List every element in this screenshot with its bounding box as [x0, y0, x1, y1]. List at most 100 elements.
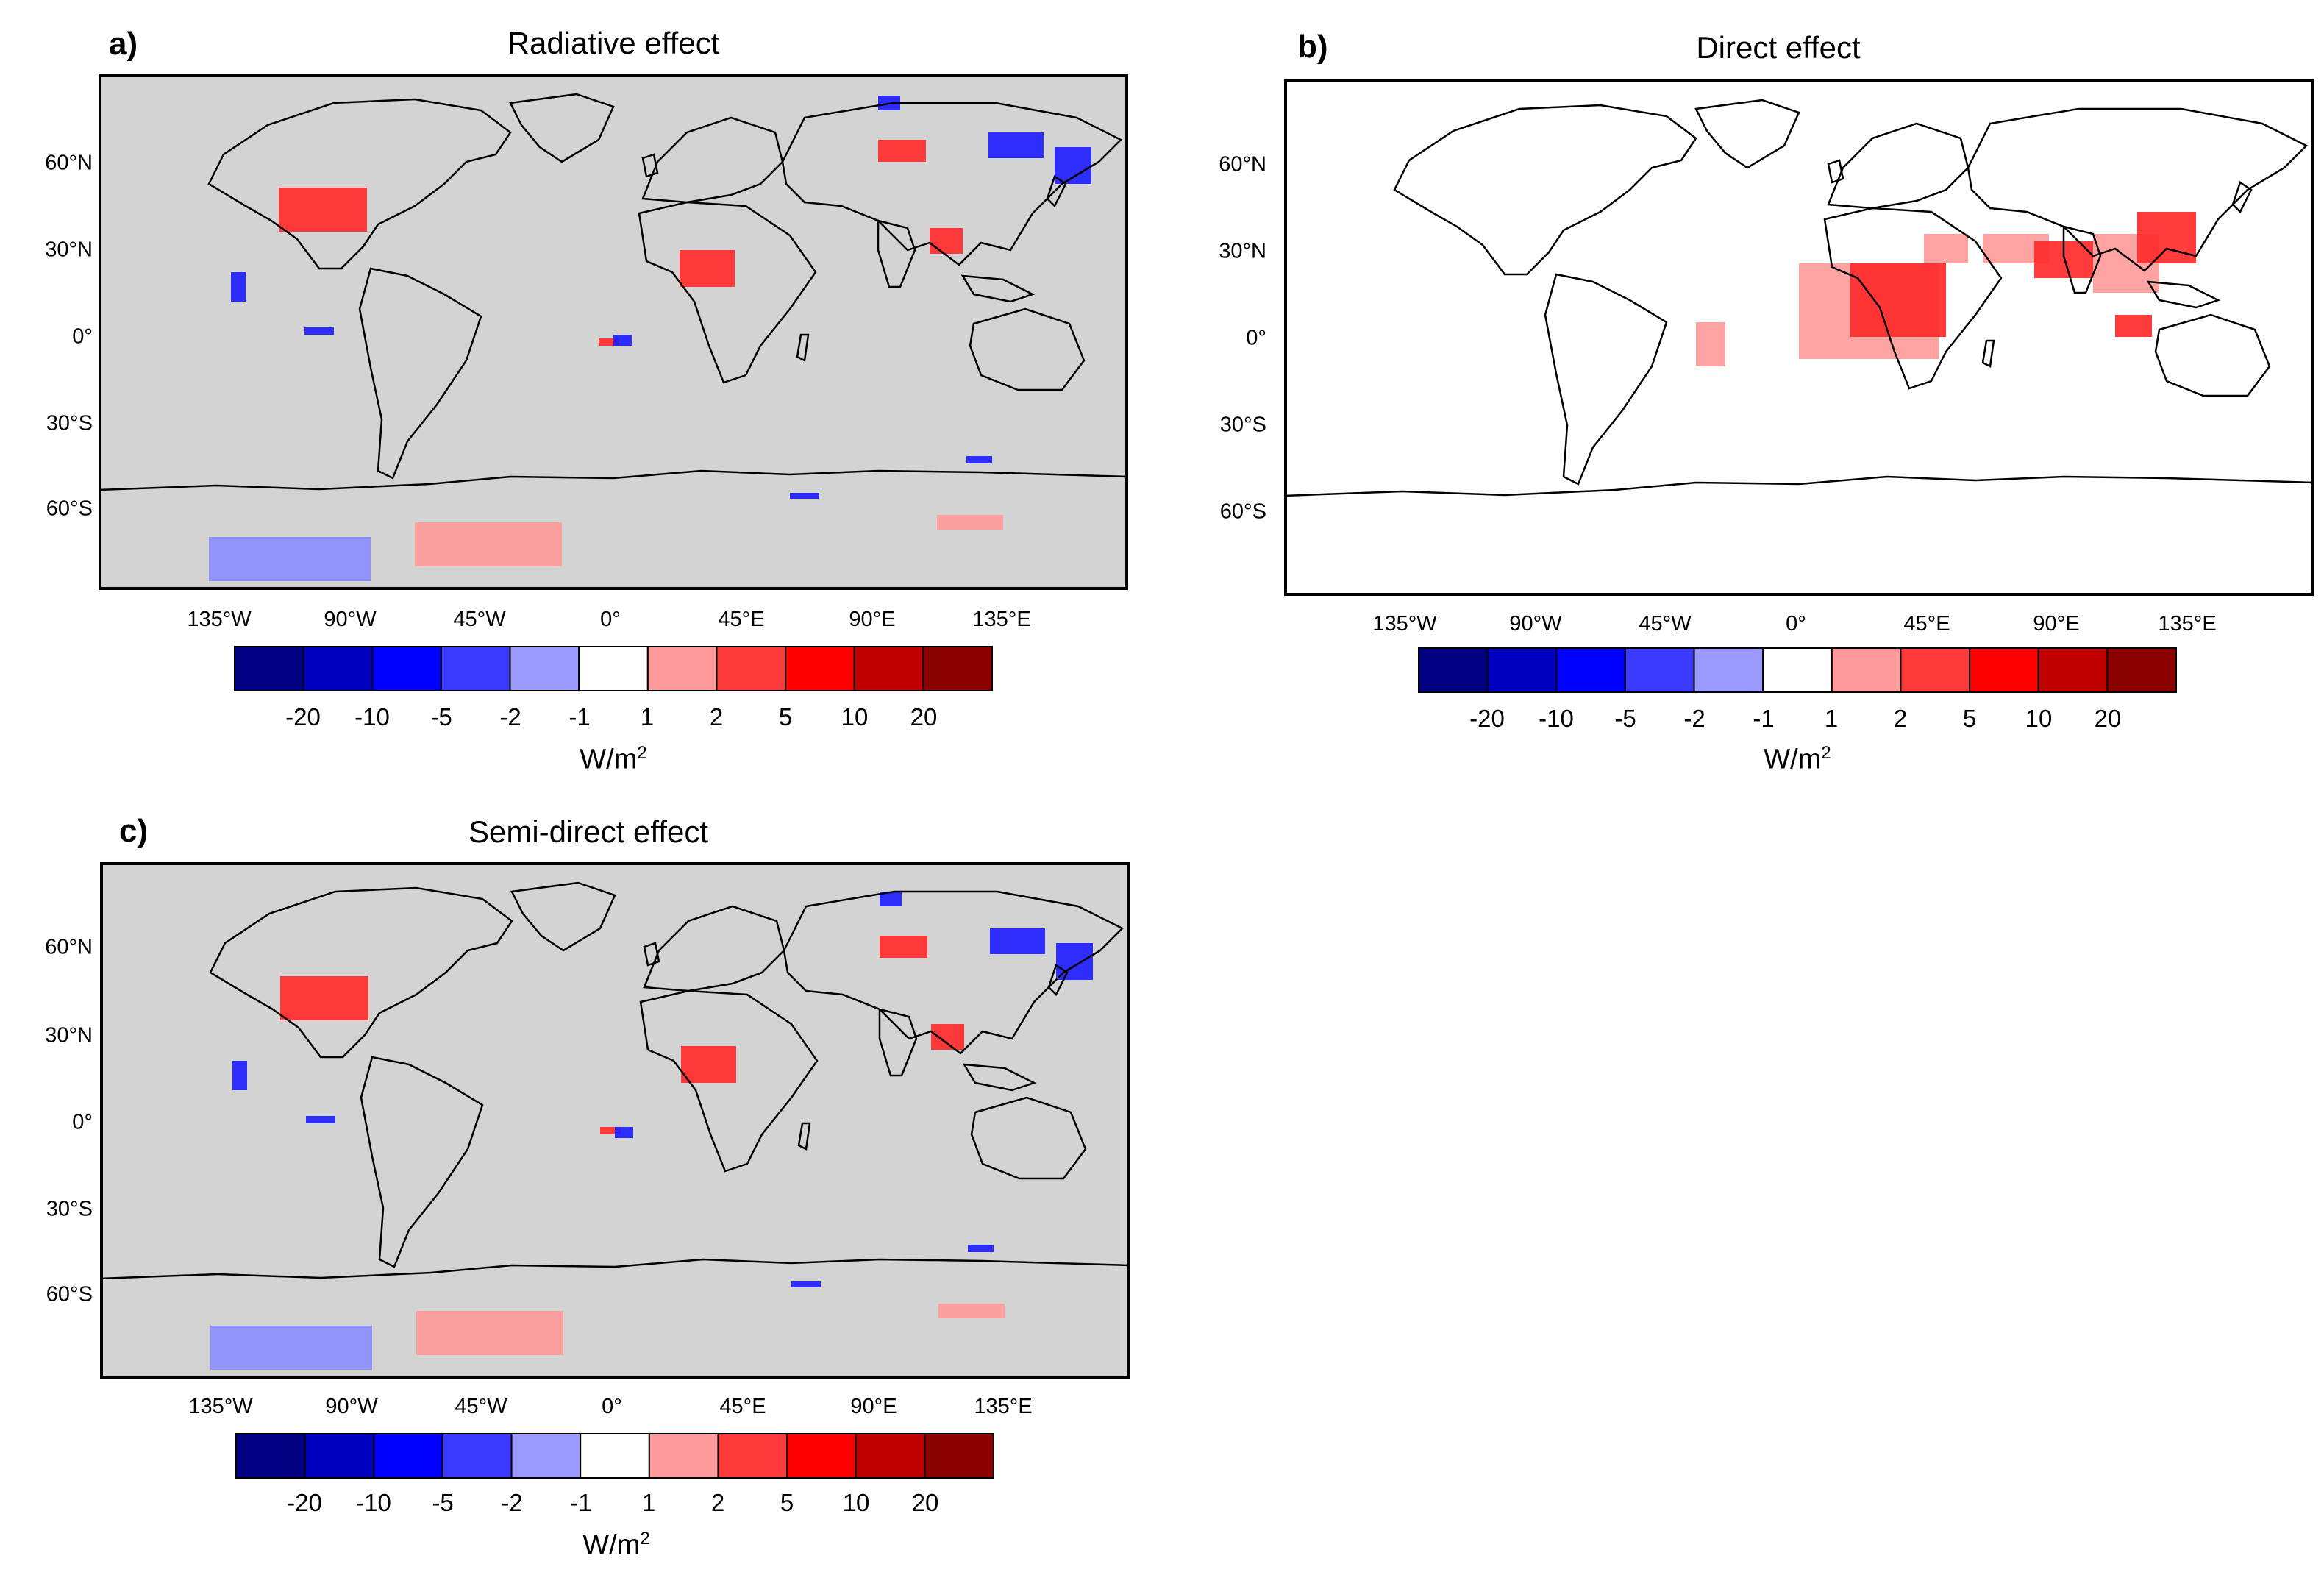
coastline — [643, 942, 660, 967]
land-fill — [360, 269, 481, 478]
coastline — [639, 989, 819, 1173]
panel-a-letter: a) — [109, 26, 138, 62]
lat-tick: 60°S — [46, 1282, 93, 1306]
coastline — [1046, 175, 1067, 208]
colorbar-swatch — [716, 646, 787, 691]
colorbar-swatch — [1624, 647, 1695, 693]
colorbar-swatch — [373, 1433, 443, 1479]
coastline — [969, 307, 1086, 391]
lon-tick: 135°W — [1372, 612, 1437, 636]
land-fill — [643, 118, 783, 202]
anomaly-patch — [1055, 147, 1091, 184]
colorbar-label: 1 — [1824, 705, 1839, 732]
land-fill — [880, 1009, 916, 1076]
anomaly-patch — [790, 493, 819, 499]
coastline — [1967, 107, 2309, 272]
coastline — [1544, 273, 1668, 486]
lon-tick: 135°E — [2158, 612, 2217, 636]
colorbar-label: -20 — [1469, 705, 1505, 732]
lon-tick: 45°E — [1903, 612, 1950, 636]
anomaly-patch — [930, 228, 963, 254]
colorbar-swatch — [440, 646, 511, 691]
colorbar-label: -10 — [354, 703, 390, 730]
colorbar-label: 10 — [842, 1489, 870, 1516]
anomaly-patch — [304, 327, 334, 335]
anomaly-patch — [416, 1311, 563, 1355]
lon-tick: 45°W — [455, 1395, 507, 1418]
lon-tick: 90°W — [325, 1395, 378, 1418]
colorbar-swatch — [1969, 647, 2039, 693]
land-fill — [972, 1098, 1086, 1178]
colorbar-label: -2 — [1683, 705, 1705, 732]
lat-tick: 30°S — [1219, 413, 1266, 437]
anomaly-patch — [279, 188, 367, 232]
lat-tick: 60°S — [1219, 499, 1266, 524]
coastline — [209, 886, 513, 1059]
lon-tick: 45°E — [718, 608, 765, 631]
coastline — [970, 1096, 1087, 1180]
colorbar-label: 20 — [910, 703, 938, 730]
lat-tick: 0° — [72, 1110, 93, 1134]
map-frame — [100, 862, 1130, 1379]
anomaly-patch — [1924, 234, 1968, 263]
panel-b-unit: W/m2 — [1764, 743, 1831, 775]
coastline — [1047, 964, 1069, 997]
coastline — [960, 274, 1036, 303]
panel-a-unit: W/m2 — [580, 743, 647, 775]
colorbar-swatch — [509, 646, 580, 691]
coastline — [509, 93, 615, 163]
lon-tick: 45°E — [719, 1395, 766, 1418]
colorbar-swatch — [1418, 647, 1489, 693]
coastline — [1393, 104, 1697, 276]
anomaly-patch — [791, 1281, 821, 1287]
anomaly-patch — [1850, 263, 1946, 337]
anomaly-patch — [878, 140, 926, 162]
anomaly-patch — [232, 1061, 247, 1090]
coastline — [878, 1008, 918, 1077]
anomaly-patch — [2137, 212, 2196, 263]
lat-tick: 30°N — [1219, 239, 1266, 263]
colorbar-label: 20 — [911, 1489, 939, 1516]
colorbar-swatch — [1486, 647, 1558, 693]
anomaly-patch — [280, 976, 368, 1020]
colorbar-swatch — [646, 646, 718, 691]
antarctica-coastline — [1284, 475, 2314, 596]
lat-tick: 30°N — [45, 1023, 93, 1048]
coastline — [781, 102, 1123, 266]
anomaly-patch — [306, 1116, 335, 1123]
lon-tick: 135°E — [974, 1395, 1033, 1418]
lat-tick: 60°S — [46, 497, 93, 521]
colorbar-label: -1 — [568, 703, 591, 730]
colorbar-label: 5 — [780, 1489, 794, 1516]
coastline — [797, 1122, 811, 1151]
coastline — [962, 1063, 1037, 1092]
colorbar-swatch — [234, 646, 304, 691]
coastline — [1981, 339, 1995, 368]
colorbar-label: -20 — [287, 1489, 322, 1516]
colorbar-label: 2 — [1893, 705, 1908, 732]
land-fill — [878, 221, 915, 287]
lon-tick: 90°E — [849, 608, 896, 631]
colorbar-label: 10 — [841, 703, 869, 730]
lon-tick: 45°W — [453, 608, 506, 631]
panel-c-colorbar — [235, 1433, 994, 1479]
colorbar-label: -5 — [430, 703, 452, 730]
anomaly-patch — [680, 250, 735, 287]
lat-tick: 0° — [72, 324, 93, 349]
anomaly-patch — [880, 892, 902, 906]
coastline — [207, 98, 512, 270]
panel-c-title: Semi-direct effect — [468, 814, 709, 849]
panel-a-colorbar — [234, 646, 993, 691]
coastline — [2154, 313, 2271, 397]
anomaly-patch — [990, 928, 1045, 954]
coastline — [1827, 122, 1970, 210]
anomaly-patch — [613, 335, 632, 346]
colorbar-label: 1 — [641, 1489, 656, 1516]
land-fill — [644, 906, 784, 991]
lon-tick: 0° — [602, 1395, 622, 1418]
colorbar-swatch — [2037, 647, 2109, 693]
colorbar-label: -2 — [501, 1489, 523, 1516]
lat-tick: 30°S — [46, 411, 93, 435]
coastline — [783, 890, 1124, 1055]
colorbar-swatch — [648, 1433, 719, 1479]
